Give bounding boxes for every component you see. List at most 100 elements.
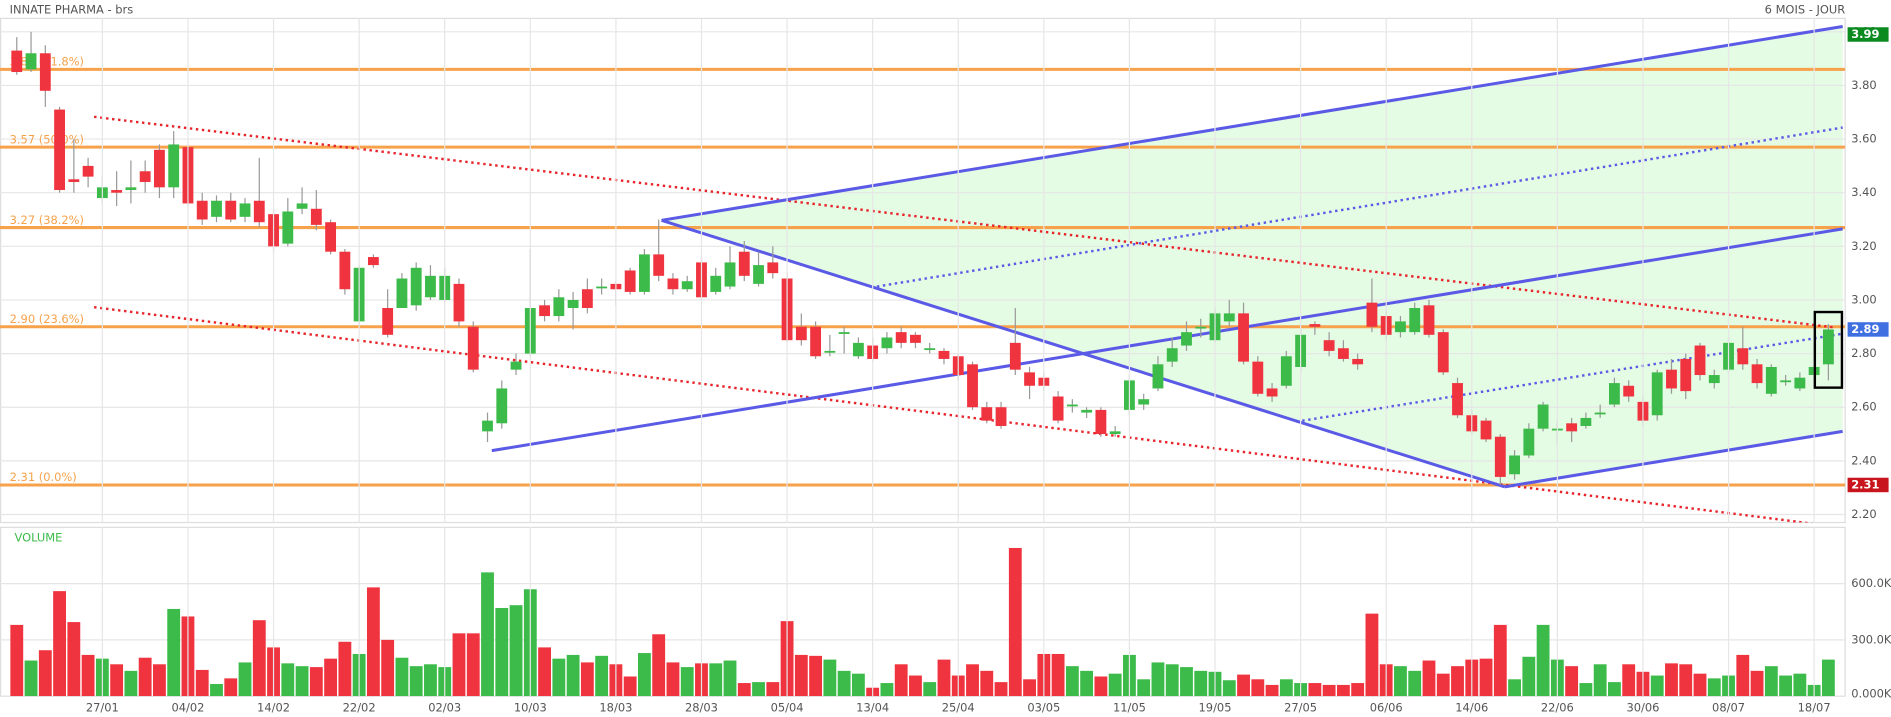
x-tick-label: 13/04	[856, 701, 889, 715]
volume-bar	[1650, 675, 1664, 697]
candle-body	[1181, 332, 1192, 346]
volume-bar	[281, 663, 295, 697]
volume-bar	[153, 664, 166, 697]
candle-body	[54, 109, 65, 191]
volume-bar	[766, 682, 780, 697]
candle-body	[738, 251, 750, 276]
candle-body	[1409, 308, 1421, 333]
volume-bar	[1408, 670, 1422, 697]
volume-tick-label: 0.000K	[1851, 686, 1891, 700]
candle-body	[139, 171, 151, 182]
volume-bar	[1436, 673, 1450, 697]
volume-bar	[424, 664, 437, 697]
candle-body	[1024, 372, 1035, 386]
candle-body	[1480, 420, 1492, 440]
candle-body	[1523, 428, 1535, 456]
volume-bar	[623, 676, 637, 697]
candle-body	[596, 286, 608, 289]
volume-bar	[1679, 664, 1693, 697]
x-tick-label: 28/03	[685, 701, 718, 715]
candle-body	[1566, 423, 1578, 432]
candle-body	[453, 283, 465, 322]
volume-bar	[680, 667, 694, 697]
candle-body	[1537, 404, 1549, 429]
y-tick-label: 3.40	[1851, 185, 1876, 199]
volume-bar	[53, 591, 66, 697]
candle-body	[1009, 342, 1021, 370]
y-tick-label: 2.80	[1851, 346, 1876, 360]
volume-bar	[1023, 679, 1036, 697]
candle-body	[1794, 377, 1806, 389]
volume-bar	[966, 664, 979, 697]
level-label: 3.27 (38.2%)	[10, 213, 84, 227]
channel-fill	[661, 26, 1843, 487]
candle-body	[967, 364, 978, 408]
volume-bar	[67, 622, 81, 697]
candle-body	[1352, 358, 1364, 365]
candle-body	[111, 190, 123, 193]
volume-tick-label: 600.0K	[1851, 576, 1891, 590]
candle-body	[1366, 302, 1378, 327]
x-tick-label: 27/01	[86, 701, 119, 715]
x-tick-label: 22/06	[1541, 701, 1574, 715]
volume-bar	[1622, 664, 1636, 697]
candle-body	[496, 388, 508, 424]
volume-bar	[1764, 666, 1778, 697]
candle-body	[753, 265, 764, 284]
last-candle-box	[1813, 310, 1844, 389]
candle-body	[25, 53, 37, 70]
candle-body	[1138, 399, 1150, 405]
volume-bar	[1222, 680, 1236, 697]
volume-bar	[1137, 679, 1151, 697]
x-tick-label: 30/06	[1626, 701, 1659, 715]
candle-body	[1109, 431, 1121, 435]
candle-body	[510, 361, 522, 370]
candle-body	[225, 200, 237, 220]
volume-bar	[1736, 654, 1750, 697]
volume-bar	[1180, 667, 1193, 697]
x-tick-label: 18/07	[1798, 701, 1831, 715]
level-label: 2.31 (0.0%)	[10, 470, 77, 484]
volume-bar	[994, 682, 1008, 697]
volume-bar	[1707, 678, 1721, 697]
volume-bar	[837, 670, 851, 697]
volume-bar	[1608, 682, 1621, 697]
candle-body	[795, 326, 807, 341]
candle-body	[410, 267, 422, 306]
candle-body	[1152, 364, 1164, 389]
x-tick-label: 19/05	[1199, 701, 1232, 715]
level-label: 3.57 (50.0%)	[10, 132, 84, 146]
price-tag	[1847, 27, 1889, 42]
candle-body	[1095, 409, 1107, 435]
volume-bar	[1693, 673, 1707, 697]
x-tick-label: 03/05	[1027, 701, 1060, 715]
candle-body	[924, 348, 936, 351]
volume-bar	[1536, 624, 1550, 697]
candle-body	[82, 165, 94, 177]
candle-body	[1309, 324, 1321, 327]
candle-body	[296, 203, 308, 209]
volume-bar	[252, 620, 266, 697]
volume-bar	[1365, 613, 1379, 697]
volume-bar	[1165, 664, 1179, 697]
candle-body	[125, 187, 137, 191]
volume-bar	[1194, 670, 1208, 697]
candle-body	[810, 326, 822, 357]
x-tick-label: 10/03	[514, 701, 547, 715]
volume-bar	[566, 654, 580, 697]
volume-plot	[0, 547, 1846, 697]
candle-body	[253, 200, 265, 223]
trendline	[1296, 332, 1843, 423]
candle-body	[553, 297, 565, 317]
volume-bar	[452, 633, 466, 697]
candle-body	[1166, 348, 1178, 362]
candle-body	[1822, 329, 1834, 365]
volume-bar	[24, 660, 38, 697]
volume-bar	[923, 682, 937, 697]
x-tick-label: 14/02	[257, 701, 290, 715]
volume-bar	[138, 657, 152, 697]
volume-bar	[10, 624, 24, 697]
volume-bar	[851, 673, 865, 697]
candle-body	[1238, 313, 1249, 362]
